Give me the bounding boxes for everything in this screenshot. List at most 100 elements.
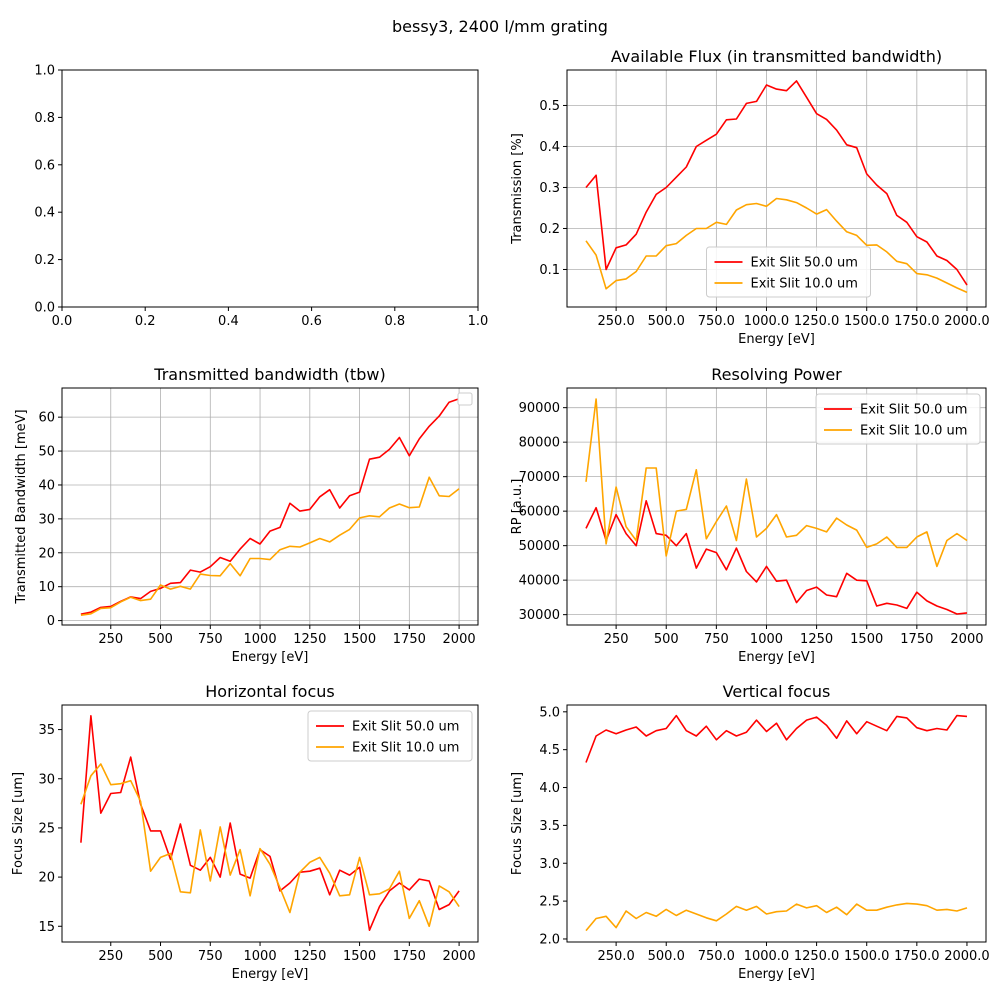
x-tick-label: 500 xyxy=(148,949,173,964)
x-tick-label: 2000 xyxy=(443,632,476,647)
x-tick-label: 1750 xyxy=(393,949,426,964)
x-tick-label: 1250.0 xyxy=(794,949,840,964)
y-tick-label: 40000 xyxy=(519,574,560,589)
x-axis-label: Energy [eV] xyxy=(232,967,309,982)
x-tick-label: 1250 xyxy=(293,632,326,647)
x-tick-label: 1500 xyxy=(343,949,376,964)
x-tick-label: 1000 xyxy=(750,632,783,647)
x-tick-label: 750 xyxy=(198,632,223,647)
legend-box xyxy=(706,246,871,298)
chart-title: Available Flux (in transmitted bandwidth… xyxy=(611,47,942,66)
y-tick-label: 20 xyxy=(38,546,55,561)
y-tick-label: 3.5 xyxy=(539,819,560,834)
y-tick-label: 4.0 xyxy=(539,781,560,796)
series-line-orange xyxy=(80,763,460,928)
legend-box xyxy=(815,393,981,445)
x-tick-label: 0.6 xyxy=(301,314,322,329)
y-tick-label: 0.8 xyxy=(34,111,55,126)
axes-frame xyxy=(61,387,479,626)
legend-label: Exit Slit 50.0 um xyxy=(352,720,459,735)
y-tick-label: 50000 xyxy=(519,539,560,554)
series-line-orange xyxy=(585,398,968,568)
x-tick-label: 250 xyxy=(604,632,629,647)
y-axis-label: RP [a.u.] xyxy=(510,479,525,535)
legend-label: Exit Slit 50.0 um xyxy=(860,403,967,418)
series-line-red xyxy=(80,398,460,615)
x-tick-label: 1000.0 xyxy=(744,314,790,329)
x-axis-label: Energy [eV] xyxy=(232,650,309,665)
y-tick-label: 10 xyxy=(38,580,55,595)
y-tick-label: 2.0 xyxy=(539,932,560,947)
legend-label: Exit Slit 10.0 um xyxy=(860,424,967,439)
figure-title: bessy3, 2400 l/mm grating xyxy=(392,17,608,36)
x-tick-label: 2000 xyxy=(950,632,983,647)
chart-title: Horizontal focus xyxy=(205,682,334,701)
series-line-red xyxy=(585,714,968,763)
x-tick-label: 2000 xyxy=(443,949,476,964)
y-axis-label: Transmitted Bandwidth [meV] xyxy=(14,409,29,604)
x-tick-label: 0.8 xyxy=(384,314,405,329)
y-tick-label: 40 xyxy=(38,478,55,493)
chart-rp: 250 500 750 1000 1250 1500 1750 2000 30000 40000 5… xyxy=(510,365,987,665)
x-tick-label: 1250 xyxy=(293,949,326,964)
x-tick-label: 1750.0 xyxy=(894,314,940,329)
legend-box xyxy=(307,710,473,762)
x-tick-label: 1.0 xyxy=(468,314,489,329)
y-tick-label: 0.0 xyxy=(34,301,55,316)
legend-label: Exit Slit 10.0 um xyxy=(352,741,459,756)
x-tick-label: 250.0 xyxy=(598,949,635,964)
x-tick-label: 750.0 xyxy=(698,314,735,329)
series-line-red xyxy=(585,80,968,286)
y-tick-label: 0.2 xyxy=(539,222,560,237)
x-tick-label: 750 xyxy=(198,949,223,964)
y-tick-label: 35 xyxy=(38,723,55,738)
x-tick-label: 0.0 xyxy=(52,314,73,329)
axes-frame xyxy=(566,69,987,308)
series-line-red xyxy=(585,499,968,615)
y-tick-label: 0 xyxy=(47,614,55,629)
x-tick-label: 0.2 xyxy=(135,314,156,329)
x-tick-label: 250 xyxy=(98,949,123,964)
series-line-orange xyxy=(585,902,968,932)
y-tick-label: 60000 xyxy=(519,505,560,520)
y-tick-label: 5.0 xyxy=(539,705,560,720)
x-tick-label: 750 xyxy=(704,632,729,647)
x-tick-label: 500.0 xyxy=(648,314,685,329)
x-tick-label: 250.0 xyxy=(598,314,635,329)
x-tick-label: 1250 xyxy=(800,632,833,647)
x-tick-label: 500 xyxy=(148,632,173,647)
x-tick-label: 1250.0 xyxy=(794,314,840,329)
x-tick-label: 2000.0 xyxy=(944,314,990,329)
x-tick-label: 1750 xyxy=(900,632,933,647)
y-tick-label: 2.5 xyxy=(539,895,560,910)
x-tick-label: 1500.0 xyxy=(844,949,890,964)
y-tick-label: 0.3 xyxy=(539,181,560,196)
y-tick-label: 0.1 xyxy=(539,263,560,278)
y-tick-label: 25 xyxy=(38,821,55,836)
x-axis-label: Energy [eV] xyxy=(738,650,815,665)
x-tick-label: 1750 xyxy=(393,632,426,647)
chart-title: Vertical focus xyxy=(723,682,831,701)
series-line-orange xyxy=(80,476,460,616)
y-tick-label: 0.4 xyxy=(34,206,55,221)
chart-hfocus: 250 500 750 1000 1250 1500 1750 2000 15 20 25 30 35 H… xyxy=(11,682,479,982)
x-tick-label: 500.0 xyxy=(648,949,685,964)
y-axis-label: Focus Size [um] xyxy=(11,772,26,875)
x-tick-label: 500 xyxy=(654,632,679,647)
x-tick-label: 2000.0 xyxy=(944,949,990,964)
chart-empty: 0.0 0.2 0.4 0.6 0.8 1.0 0.0 0.2 0.4 0.6 0.8 1.0 xyxy=(34,64,488,330)
chart-title: Transmitted bandwidth (tbw) xyxy=(153,365,385,384)
y-axis-label: Focus Size [um] xyxy=(510,772,525,875)
x-axis-label: Energy [eV] xyxy=(738,967,815,982)
y-tick-label: 30 xyxy=(38,772,55,787)
y-tick-label: 30000 xyxy=(519,608,560,623)
chart-bandwidth: 250 500 750 1000 1250 1500 1750 2000 0 10 20 30 40 50… xyxy=(14,365,479,665)
x-axis-label: Energy [eV] xyxy=(738,332,815,347)
axes-frame xyxy=(61,69,479,308)
y-tick-label: 30 xyxy=(38,512,55,527)
axes-frame xyxy=(566,387,987,626)
chart-vfocus: 250.0 500.0 750.0 1000.0 1250.0 1500.0 1750.0 2… xyxy=(510,682,990,982)
y-tick-label: 80000 xyxy=(519,436,560,451)
y-tick-label: 60 xyxy=(38,411,55,426)
